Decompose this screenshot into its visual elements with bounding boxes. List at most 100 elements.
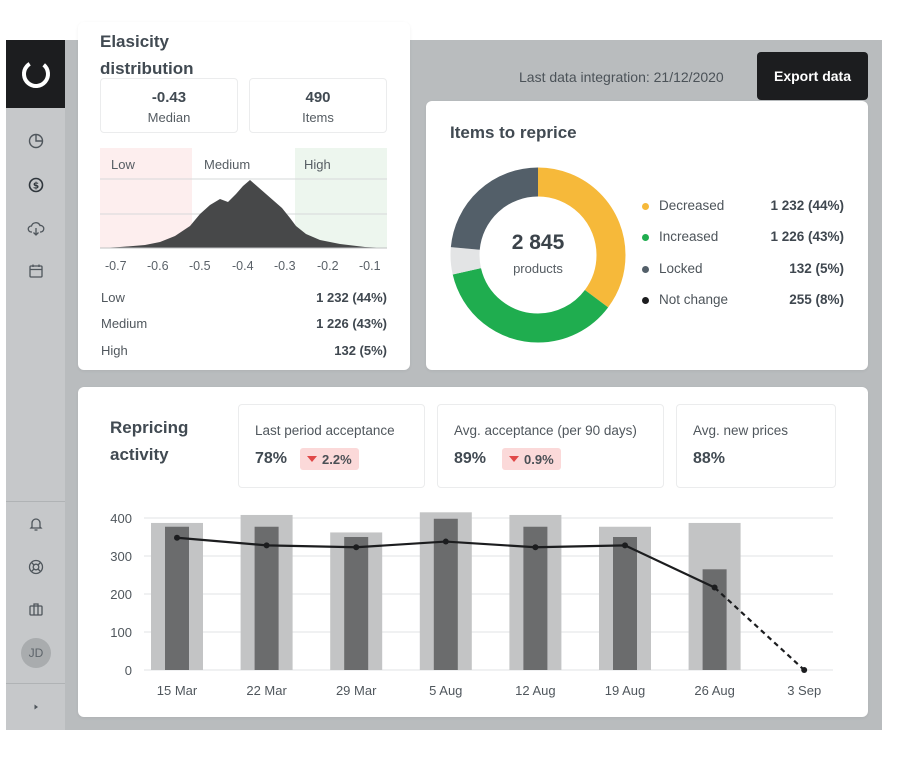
zone-label-low: Low	[111, 157, 135, 172]
bell-icon[interactable]	[23, 511, 49, 537]
x-tick-label: 5 Aug	[429, 683, 462, 698]
x-tick-label: 3 Sep	[787, 683, 821, 698]
row-label: Medium	[101, 316, 148, 331]
sidebar-divider	[6, 501, 65, 502]
x-tick-label: 12 Aug	[515, 683, 556, 698]
last-data-integration: Last data integration: 21/12/2020	[519, 69, 724, 85]
legend-value: 1 232 (44%)	[770, 198, 844, 213]
x-tick-label: 29 Mar	[336, 683, 377, 698]
legend-value: 132 (5%)	[789, 261, 844, 276]
lifebuoy-icon[interactable]	[23, 554, 49, 580]
x-tick-label: 15 Mar	[157, 683, 198, 698]
line-point	[442, 538, 449, 545]
donut-slice-not-change[interactable]	[450, 167, 626, 343]
down-arrow-icon	[307, 456, 317, 462]
y-tick-label: 400	[110, 511, 132, 526]
reprice-donut-chart	[450, 167, 626, 343]
kpi-label: Avg. new prices	[693, 423, 789, 438]
x-tick: -0.1	[359, 259, 381, 273]
card-title: Elasicity distribution	[100, 32, 194, 78]
kpi-value: 88%	[693, 450, 726, 467]
repricing-activity-card: Repricing activity Last period acceptanc…	[78, 387, 868, 717]
export-data-button[interactable]: Export data	[757, 52, 868, 100]
logo[interactable]	[6, 40, 65, 108]
kpi-avg-new-prices: Avg. new prices 88%	[676, 404, 836, 488]
kpi-avg-acceptance: Avg. acceptance (per 90 days) 89% 0.9%	[437, 404, 664, 488]
donut-slice-increased[interactable]	[450, 167, 626, 343]
legend-label: Not change	[659, 292, 729, 307]
kpi-last-period-acceptance: Last period acceptance 78% 2.2%	[238, 404, 425, 488]
row-value: 132 (5%)	[334, 343, 387, 358]
legend-dot	[642, 234, 649, 241]
caret-right-icon[interactable]	[23, 694, 49, 720]
inner-bar	[523, 526, 548, 670]
pie-chart-icon[interactable]	[23, 128, 49, 154]
x-tick: -0.2	[317, 259, 339, 273]
elasticity-distribution-card: Elasicity distribution -0.43 Median 490 …	[78, 22, 410, 370]
calendar-icon[interactable]	[23, 258, 49, 284]
dollar-cycle-icon[interactable]: $	[23, 172, 49, 198]
total-unit: products	[513, 261, 563, 276]
kpi-delta-badge: 0.9%	[502, 448, 561, 470]
x-tick: -0.7	[105, 259, 127, 273]
inner-bar	[165, 526, 189, 670]
kpi-value: 89%	[454, 450, 487, 467]
kpi-label: Last period acceptance	[255, 423, 395, 438]
legend-dot	[642, 297, 649, 304]
y-tick-label: 300	[110, 549, 132, 564]
cloud-download-icon[interactable]	[23, 215, 49, 241]
legend-dot	[642, 203, 649, 210]
donut-slice-locked[interactable]	[450, 167, 626, 343]
line-point	[622, 542, 628, 549]
line-point	[353, 544, 360, 551]
x-tick-label: 22 Mar	[246, 683, 287, 698]
svg-text:$: $	[33, 182, 39, 192]
sidebar: $ JD	[6, 40, 65, 730]
x-tick-label: 19 Aug	[605, 683, 646, 698]
items-stat: 490 Items	[249, 78, 387, 133]
briefcase-icon[interactable]	[23, 596, 49, 622]
kpi-delta: 2.2%	[322, 451, 352, 467]
ring-logo-icon	[21, 60, 50, 88]
x-tick-label: 26 Aug	[694, 683, 735, 698]
inner-bar	[344, 537, 369, 670]
legend-value: 1 226 (43%)	[770, 229, 844, 244]
x-tick: -0.4	[232, 259, 254, 273]
kpi-delta-badge: 2.2%	[300, 448, 359, 470]
x-tick: -0.5	[189, 259, 211, 273]
distribution-row: High 132 (5%)	[101, 343, 387, 358]
repricing-activity-chart: 0 100 200 300 400 15 Mar 22 Mar 29 Mar 5 Aug 12 A…	[110, 511, 833, 698]
row-value: 1 232 (44%)	[316, 290, 387, 305]
card-title: Items to reprice	[450, 123, 577, 142]
row-label: High	[101, 343, 128, 358]
total-products: 2 845	[511, 231, 565, 254]
line-point	[263, 542, 270, 549]
legend-label: Locked	[659, 261, 703, 276]
y-tick-label: 200	[110, 587, 132, 602]
row-value: 1 226 (43%)	[316, 316, 387, 331]
x-tick: -0.3	[274, 259, 296, 273]
items-to-reprice-card: Items to reprice 2 845 products Decrease…	[426, 101, 868, 370]
median-stat: -0.43 Median	[100, 78, 238, 133]
kpi-delta: 0.9%	[524, 451, 554, 467]
row-label: Low	[101, 290, 125, 305]
sidebar-divider	[6, 683, 65, 684]
high-zone	[295, 148, 387, 248]
card-title: Repricing activity	[110, 418, 189, 464]
line-point	[532, 544, 539, 551]
line-point	[174, 534, 180, 541]
legend-value: 255 (8%)	[789, 292, 844, 307]
y-tick-label: 0	[125, 663, 132, 678]
distribution-chart: Low Medium High	[100, 148, 387, 249]
kpi-label: Avg. acceptance (per 90 days)	[454, 423, 637, 438]
items-value: 490	[305, 89, 331, 106]
zone-label-medium: Medium	[204, 157, 250, 172]
down-arrow-icon	[509, 456, 519, 462]
y-tick-label: 100	[110, 625, 132, 640]
legend-label: Decreased	[659, 198, 725, 213]
distribution-curve	[100, 180, 387, 248]
line-point	[711, 584, 718, 591]
legend-label: Increased	[659, 229, 719, 244]
avatar[interactable]: JD	[21, 638, 51, 668]
median-value: -0.43	[151, 89, 187, 106]
